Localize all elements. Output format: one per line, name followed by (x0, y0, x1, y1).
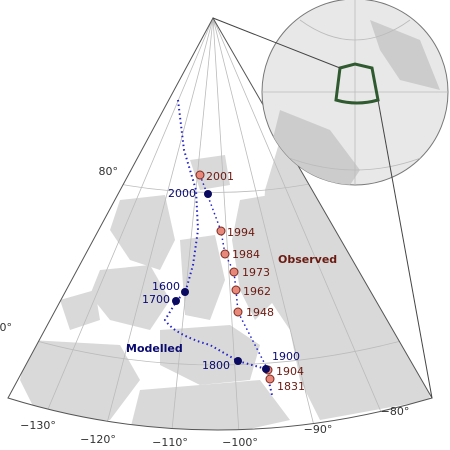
observed-year: 1831 (277, 380, 305, 393)
modelled-year: 1900 (272, 350, 300, 363)
modelled-year: 1600 (152, 280, 180, 293)
modelled-pole (181, 288, 189, 296)
observed-year: 2001 (206, 170, 234, 183)
observed-pole (231, 285, 241, 295)
observed-year: 1984 (232, 248, 260, 261)
observed-year: 1973 (242, 266, 270, 279)
observed-path (199, 174, 271, 380)
modelled-pole (204, 190, 212, 198)
observed-pole (265, 374, 275, 384)
modelled-label: Modelled (126, 342, 183, 355)
observed-pole (229, 267, 239, 277)
observed-pole (233, 307, 243, 317)
observed-year: 1962 (243, 285, 271, 298)
observed-pole (195, 170, 205, 180)
longitude-label: −90° (304, 423, 333, 436)
land (20, 140, 430, 430)
connector (377, 99, 433, 399)
longitude-label: −120° (80, 433, 116, 446)
longitude-label: −80° (381, 405, 410, 418)
modelled-pole (262, 365, 270, 373)
modelled-pole (172, 297, 180, 305)
observed-pole (220, 249, 230, 259)
longitude-label: −110° (152, 436, 188, 449)
points: 2001 1994 1984 1973 1962 1948 1904 1831 2000 1600… (142, 170, 305, 393)
modelled-year: 1700 (142, 293, 170, 306)
observed-label: Observed (278, 253, 337, 266)
globe-sector (334, 62, 380, 105)
sector-outline (7, 16, 433, 431)
modelled-year: 2000 (168, 187, 196, 200)
modelled-pole (234, 357, 242, 365)
observed-year: 1904 (276, 365, 304, 378)
modelled-year: 1800 (202, 359, 230, 372)
latitude-label: 80° (99, 165, 119, 178)
longitude-label: −100° (222, 436, 258, 449)
observed-year: 1948 (246, 306, 274, 319)
connector (212, 17, 341, 69)
observed-year: 1994 (227, 226, 255, 239)
observed-pole (216, 226, 226, 236)
longitude-label: −130° (20, 419, 56, 432)
latitude-label: 70° (0, 321, 12, 334)
modelled-path (163, 99, 273, 396)
